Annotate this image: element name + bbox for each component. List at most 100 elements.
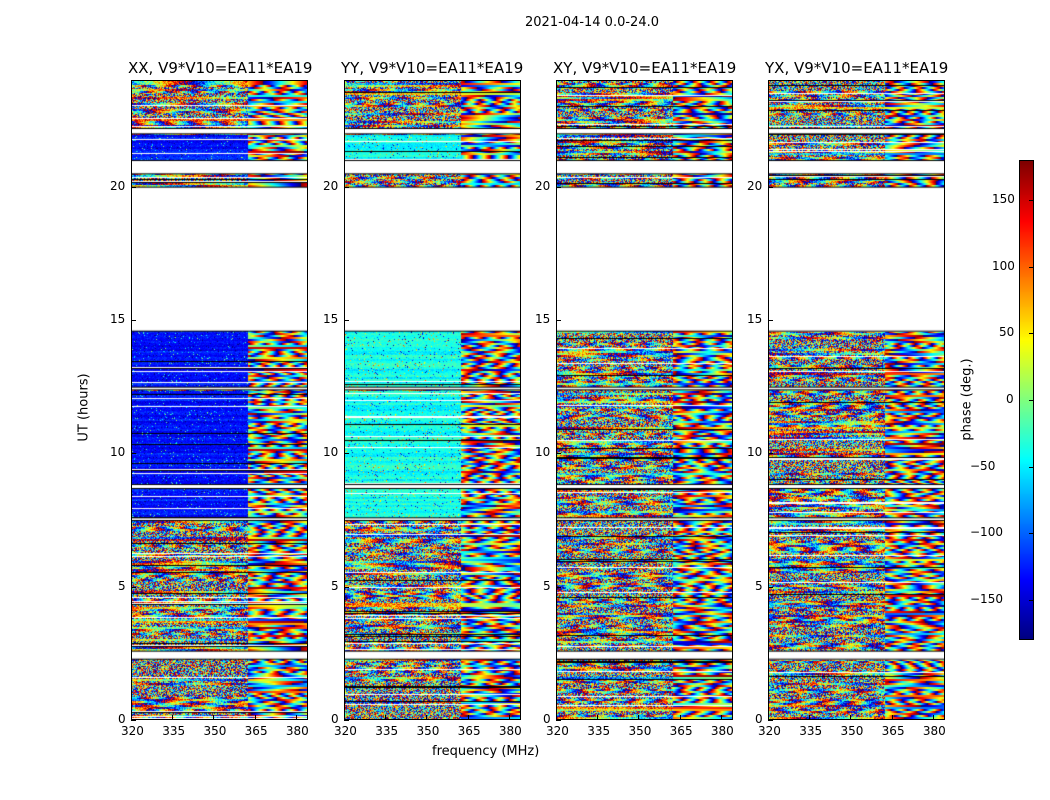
y-tick-label: 15 bbox=[747, 312, 763, 326]
x-tick-label: 320 bbox=[334, 724, 357, 738]
y-tick-mark bbox=[344, 453, 349, 455]
x-tick-mark bbox=[891, 715, 893, 720]
x-tick-label: 380 bbox=[285, 724, 309, 738]
y-tick-mark bbox=[768, 186, 773, 188]
y-tick-label: 0 bbox=[118, 712, 126, 726]
x-tick-label: 335 bbox=[375, 724, 399, 738]
y-tick-mark bbox=[344, 586, 349, 588]
y-tick-label: 0 bbox=[331, 712, 339, 726]
y-tick-label: 5 bbox=[331, 578, 339, 593]
colorbar-tick-label: 0 bbox=[1006, 392, 1014, 406]
panel-title: XY, V9*V10=EA11*EA19 bbox=[553, 59, 737, 77]
heatmap-image bbox=[557, 81, 732, 719]
x-tick-mark bbox=[556, 715, 557, 720]
x-tick-mark bbox=[850, 715, 852, 720]
x-tick-label: 350 bbox=[416, 724, 440, 738]
y-tick-mark bbox=[768, 586, 773, 588]
heatmap-panel-3 bbox=[768, 80, 945, 720]
x-tick-mark bbox=[131, 715, 132, 720]
heatmap-image bbox=[345, 81, 520, 719]
x-tick-mark bbox=[720, 715, 722, 720]
x-tick-mark bbox=[932, 715, 934, 720]
x-tick-label: 380 bbox=[922, 724, 946, 738]
heatmap-image bbox=[132, 81, 307, 719]
y-tick-mark bbox=[768, 453, 773, 455]
y-tick-mark bbox=[344, 320, 349, 321]
heatmap-image bbox=[769, 81, 944, 719]
heatmap-panel-2 bbox=[556, 80, 733, 720]
y-tick-label: 10 bbox=[535, 445, 551, 460]
colorbar-tick-label: 150 bbox=[992, 192, 1015, 206]
y-tick-mark bbox=[131, 720, 136, 721]
y-tick-label: 5 bbox=[543, 578, 551, 593]
x-tick-mark bbox=[213, 715, 215, 720]
colorbar-tick-mark bbox=[1029, 600, 1034, 601]
x-tick-label: 365 bbox=[881, 724, 905, 738]
y-tick-mark bbox=[556, 586, 561, 588]
colorbar-tick-label: −50 bbox=[970, 458, 996, 473]
y-tick-label: 20 bbox=[323, 178, 339, 193]
colorbar-tick-mark bbox=[1029, 200, 1034, 201]
x-tick-mark bbox=[768, 715, 769, 720]
y-tick-mark bbox=[344, 186, 349, 188]
x-tick-label: 365 bbox=[669, 724, 693, 738]
y-tick-mark bbox=[768, 720, 773, 721]
colorbar-tick-mark bbox=[1029, 266, 1034, 268]
y-tick-label: 0 bbox=[755, 712, 763, 726]
y-tick-mark bbox=[768, 320, 773, 321]
x-tick-label: 350 bbox=[203, 724, 227, 738]
y-tick-label: 15 bbox=[110, 312, 126, 326]
x-tick-mark bbox=[344, 715, 345, 720]
panel-title: XX, V9*V10=EA11*EA19 bbox=[128, 59, 313, 77]
y-tick-mark bbox=[556, 453, 561, 455]
y-tick-mark bbox=[556, 186, 561, 188]
x-tick-label: 320 bbox=[546, 724, 569, 738]
x-tick-label: 380 bbox=[710, 724, 734, 738]
y-tick-label: 10 bbox=[323, 445, 339, 460]
colorbar-tick-mark bbox=[1029, 533, 1034, 535]
y-tick-mark bbox=[344, 720, 349, 721]
x-axis-label: frequency (MHz) bbox=[432, 744, 540, 759]
x-tick-mark bbox=[467, 715, 469, 720]
y-tick-label: 15 bbox=[535, 312, 551, 326]
x-tick-label: 350 bbox=[840, 724, 864, 738]
y-tick-label: 20 bbox=[110, 178, 126, 193]
x-tick-mark bbox=[597, 715, 599, 720]
x-tick-label: 380 bbox=[498, 724, 522, 738]
y-tick-label: 10 bbox=[747, 445, 763, 460]
x-tick-label: 335 bbox=[162, 724, 186, 738]
y-tick-mark bbox=[131, 586, 136, 588]
x-tick-mark bbox=[679, 715, 681, 720]
x-tick-mark bbox=[426, 715, 428, 720]
x-tick-mark bbox=[508, 715, 510, 720]
x-tick-label: 320 bbox=[758, 724, 781, 738]
x-tick-label: 335 bbox=[799, 724, 823, 738]
x-tick-label: 365 bbox=[244, 724, 268, 738]
y-tick-label: 20 bbox=[747, 178, 763, 193]
colorbar-tick-label: −100 bbox=[970, 525, 1003, 540]
y-tick-label: 10 bbox=[110, 445, 126, 460]
x-tick-mark bbox=[638, 715, 640, 720]
x-tick-mark bbox=[385, 715, 387, 720]
x-tick-label: 335 bbox=[587, 724, 611, 738]
y-axis-label: UT (hours) bbox=[76, 373, 92, 442]
x-tick-label: 365 bbox=[457, 724, 481, 738]
y-tick-mark bbox=[131, 320, 136, 321]
colorbar-tick-mark bbox=[1029, 466, 1034, 468]
colorbar-tick-label: 50 bbox=[999, 325, 1015, 340]
colorbar-tick-label: 100 bbox=[992, 258, 1015, 273]
x-tick-mark bbox=[809, 715, 811, 720]
x-tick-mark bbox=[295, 715, 297, 720]
figure-title: 2021-04-14 0.0-24.0 bbox=[525, 15, 659, 30]
y-tick-mark bbox=[556, 720, 561, 721]
x-tick-label: 320 bbox=[121, 724, 144, 738]
colorbar-tick-label: −150 bbox=[970, 592, 1003, 606]
y-tick-mark bbox=[131, 453, 136, 455]
panel-title: YX, V9*V10=EA11*EA19 bbox=[765, 59, 949, 77]
x-tick-mark bbox=[172, 715, 174, 720]
colorbar-tick-mark bbox=[1029, 400, 1034, 401]
heatmap-panel-0 bbox=[131, 80, 308, 720]
y-tick-label: 15 bbox=[323, 312, 339, 326]
y-tick-label: 20 bbox=[535, 178, 551, 193]
